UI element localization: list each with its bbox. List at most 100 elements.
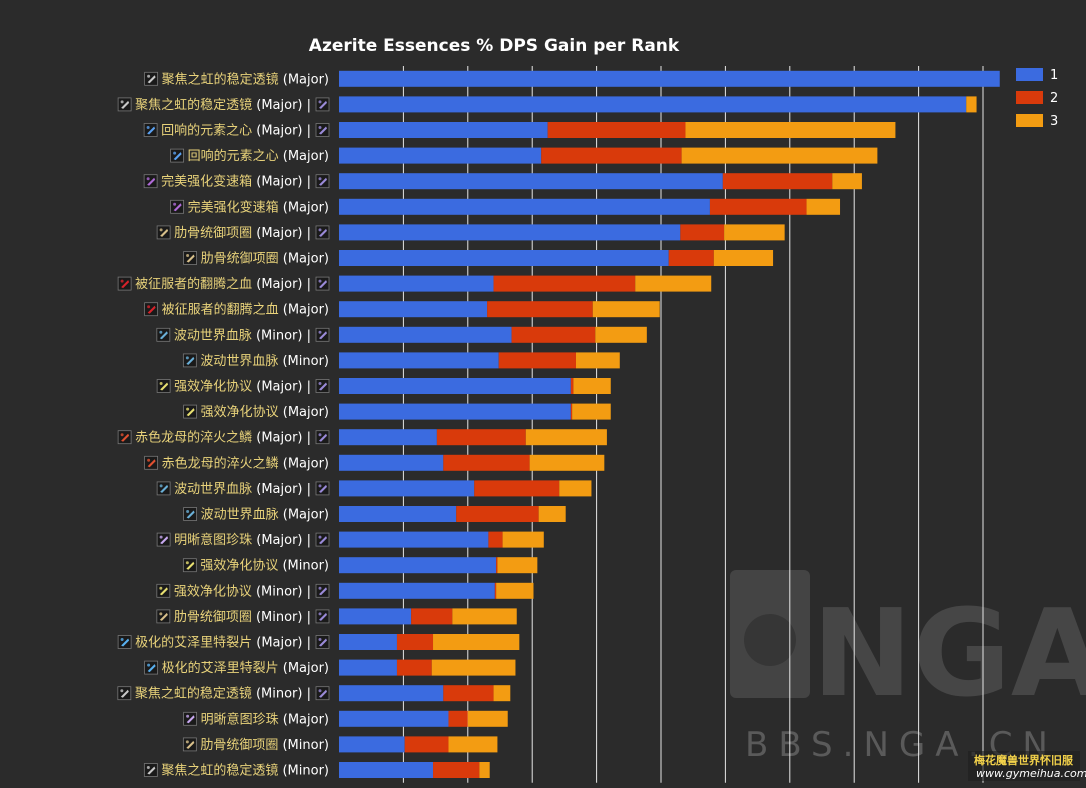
row-label-text: 强效净化协议 (Minor) | xyxy=(174,584,311,599)
essence-slot: (Minor) | xyxy=(256,687,311,702)
vein-icon xyxy=(156,481,171,496)
nga-logo-watermark: NGA xyxy=(730,570,1086,724)
trait-icon xyxy=(315,123,330,137)
row-label: 肋骨统御项圈 (Minor) | xyxy=(156,609,330,625)
essence-slot: (Minor) xyxy=(282,738,329,753)
row-label-text: 聚焦之虹的稳定透镜 (Major) xyxy=(162,71,329,87)
shard-icon xyxy=(117,635,132,649)
row-label: 波动世界血脉 (Minor) xyxy=(182,353,329,369)
essence-name: 肋骨统御项圈 xyxy=(174,610,256,625)
pearl-icon xyxy=(183,711,198,726)
bar-segment-rank-2 xyxy=(474,480,560,497)
row-label: 聚焦之虹的稳定透镜 (Minor) | xyxy=(117,686,330,702)
bar-segment-rank-2 xyxy=(494,582,497,599)
legend-label: 2 xyxy=(1050,91,1058,106)
vein-icon xyxy=(183,507,198,521)
bar-row xyxy=(339,173,862,190)
essence-name: 赤色龙母的淬火之鳞 xyxy=(135,430,256,446)
bar-segment-rank-3 xyxy=(573,378,611,394)
essence-name: 聚焦之虹的稳定透镜 xyxy=(162,71,283,87)
corner-site-badge: 梅花魔兽世界怀旧服 www.gymeihua.com xyxy=(968,751,1086,781)
row-label-text: 聚焦之虹的稳定透镜 (Major) | xyxy=(135,97,311,113)
essence-name: 聚焦之虹的稳定透镜 xyxy=(161,763,282,779)
blood-icon xyxy=(117,276,132,291)
bar-row xyxy=(339,531,544,548)
bar-row xyxy=(339,378,611,394)
bar-segment-rank-3 xyxy=(529,454,605,471)
bar-segment-rank-3 xyxy=(559,480,592,497)
legend-label: 1 xyxy=(1050,68,1058,83)
bar-segment-rank-1 xyxy=(339,531,489,548)
vein-icon xyxy=(156,327,171,342)
row-label: 赤色龙母的淬火之鳞 (Major) xyxy=(144,455,329,471)
essence-slot: (Minor) xyxy=(282,764,329,779)
bar-row xyxy=(339,736,498,753)
bar-segment-rank-3 xyxy=(467,710,508,727)
scale-icon xyxy=(144,455,159,470)
legend-label: 3 xyxy=(1050,114,1058,129)
essence-name: 肋骨统御项圈 xyxy=(200,738,282,753)
trait-icon xyxy=(315,532,330,547)
legend: 1 2 3 xyxy=(1016,68,1058,129)
essence-slot: (Major) xyxy=(283,252,329,267)
blood-icon xyxy=(144,302,159,317)
essence-slot: (Major) xyxy=(283,508,329,523)
bar-segment-rank-2 xyxy=(396,634,434,650)
lens-icon xyxy=(143,763,158,777)
bar-segment-rank-1 xyxy=(339,352,499,369)
bar-segment-rank-3 xyxy=(496,582,534,599)
bar-segment-rank-2 xyxy=(722,173,833,190)
bar-segment-rank-1 xyxy=(339,275,494,292)
row-label-text: 波动世界血脉 (Major) | xyxy=(174,482,311,497)
essence-slot: (Major) | xyxy=(256,636,311,651)
essence-slot: (Minor) | xyxy=(256,328,311,343)
row-label-text: 肋骨统御项圈 (Minor) xyxy=(200,738,329,753)
row-labels: 聚焦之虹的稳定透镜 (Major)聚焦之虹的稳定透镜 (Major) |回响的元… xyxy=(117,71,330,779)
row-label-text: 回响的元素之心 (Major) xyxy=(188,148,329,164)
trait-icon xyxy=(315,97,330,112)
essence-name: 明晰意图珍珠 xyxy=(201,711,283,727)
bar-segment-rank-2 xyxy=(570,378,574,394)
bar-row xyxy=(339,454,605,471)
row-label: 完美强化变速箱 (Major) | xyxy=(143,174,330,190)
bar-segment-rank-2 xyxy=(493,275,636,292)
row-label-text: 波动世界血脉 (Minor) | xyxy=(174,328,311,343)
heart-icon xyxy=(170,148,185,163)
essence-name: 聚焦之虹的稳定透镜 xyxy=(135,97,256,113)
row-label-text: 被征服者的翻腾之血 (Major) xyxy=(162,302,329,318)
essence-slot: (Major) xyxy=(283,712,329,727)
bar-row xyxy=(339,582,534,599)
essence-slot: (Major) xyxy=(283,661,329,676)
bar-segment-rank-2 xyxy=(396,659,432,676)
essence-name: 肋骨统御项圈 xyxy=(201,252,283,267)
bar-segment-rank-3 xyxy=(595,326,647,343)
essence-slot: (Major) | xyxy=(256,226,311,241)
bar-row xyxy=(339,147,878,164)
bar-row xyxy=(339,326,647,343)
bar-row xyxy=(339,96,977,113)
legend-item: 1 xyxy=(1016,68,1058,83)
row-label-text: 赤色龙母的淬火之鳞 (Major) xyxy=(162,455,329,471)
bar-segment-rank-2 xyxy=(448,710,468,727)
row-label: 波动世界血脉 (Major) | xyxy=(156,481,330,497)
bar-row xyxy=(339,224,785,241)
bar-segment-rank-3 xyxy=(681,147,878,164)
bar-segment-rank-1 xyxy=(339,762,434,778)
gearbox-icon xyxy=(143,174,158,189)
essence-name: 强效净化协议 xyxy=(200,559,282,574)
bar-segment-rank-1 xyxy=(339,96,967,113)
row-label-text: 回响的元素之心 (Major) | xyxy=(161,123,311,139)
corner-site-cn: 梅花魔兽世界怀旧服 xyxy=(974,753,1074,767)
essence-slot: (Minor) | xyxy=(256,584,311,599)
bar-segment-rank-1 xyxy=(339,685,444,702)
trait-icon xyxy=(315,686,330,701)
row-label: 肋骨统御项圈 (Minor) xyxy=(182,737,329,753)
bar-segment-rank-3 xyxy=(525,429,607,446)
protocol-icon xyxy=(156,583,171,598)
bar-segment-rank-1 xyxy=(339,582,495,599)
row-label: 被征服者的翻腾之血 (Major) xyxy=(144,302,329,318)
bar-segment-rank-1 xyxy=(339,506,457,522)
essence-name: 强效净化协议 xyxy=(174,380,256,395)
essence-slot: (Major) | xyxy=(256,175,311,190)
bar-row xyxy=(339,659,516,676)
